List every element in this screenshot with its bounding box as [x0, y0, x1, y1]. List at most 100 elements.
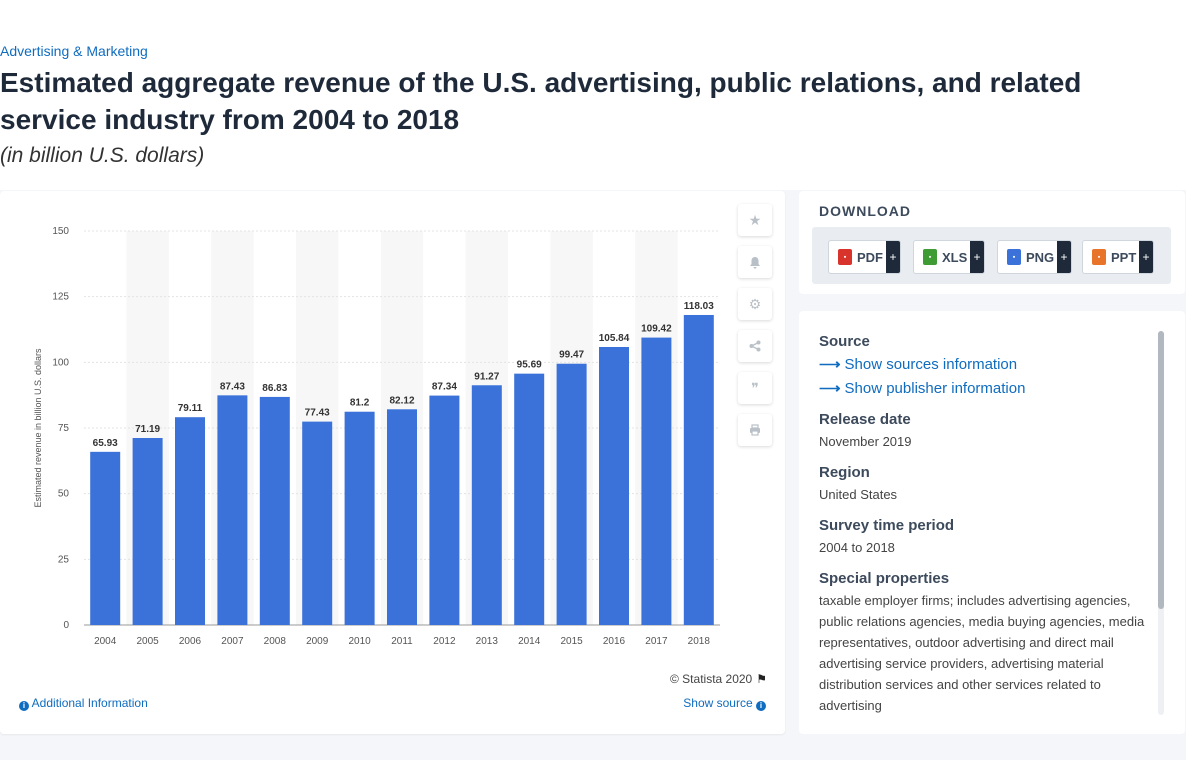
bar: [175, 417, 205, 625]
bell-icon[interactable]: [738, 246, 772, 278]
data-label: 77.43: [305, 408, 330, 419]
y-tick-label: 100: [52, 357, 69, 368]
data-label: 82.12: [389, 395, 414, 406]
bar: [132, 438, 163, 625]
show-source-link[interactable]: Show source i: [683, 696, 766, 711]
download-title: DOWNLOAD: [819, 203, 911, 219]
pdf-file-icon: ▪: [838, 249, 852, 265]
copyright-text: © Statista 2020: [670, 672, 753, 686]
x-tick-label: 2006: [179, 636, 202, 647]
x-tick-label: 2009: [306, 636, 329, 647]
bar-chart: 0 25 50 75 100 125 150 Estimated revenue in bil…: [33, 226, 720, 647]
x-tick-label: 2005: [136, 636, 159, 647]
bar: [683, 314, 714, 625]
bar: [514, 373, 545, 625]
details-content: Source ⟶ Show sources information ⟶ Show p…: [819, 333, 1149, 728]
download-panel: DOWNLOAD ▪ PDF + ▪ XLS + ▪ PNG + ▪ PPT +: [799, 191, 1185, 294]
plus-icon: +: [970, 241, 984, 273]
show-publisher-link[interactable]: ⟶ Show publisher information: [819, 377, 1149, 401]
show-source-label: Show source: [683, 696, 753, 710]
quote-icon[interactable]: ❞: [738, 372, 772, 404]
data-label: 86.83: [262, 383, 287, 394]
download-label: PPT: [1111, 249, 1137, 265]
y-tick-label: 25: [58, 554, 70, 565]
special-properties-value: taxable employer firms; includes adverti…: [819, 593, 1145, 713]
bar: [344, 411, 375, 625]
x-tick-label: 2018: [688, 636, 711, 647]
info-icon: i: [756, 701, 766, 711]
data-label: 118.03: [684, 301, 714, 312]
region-heading: Region: [819, 464, 870, 481]
download-row: ▪ PDF + ▪ XLS + ▪ PNG + ▪ PPT +: [812, 227, 1171, 284]
y-axis-label: Estimated revenue in billion U.S. dollar…: [33, 348, 43, 508]
show-sources-label: Show sources information: [844, 356, 1018, 373]
download-ppt-button[interactable]: ▪ PPT +: [1082, 240, 1154, 274]
show-publisher-label: Show publisher information: [844, 380, 1026, 397]
x-tick-label: 2017: [645, 636, 668, 647]
bar: [259, 396, 290, 625]
arrow-right-icon: ⟶: [819, 380, 841, 397]
download-label: XLS: [942, 249, 968, 265]
source-heading: Source: [819, 333, 870, 350]
plus-icon: +: [886, 241, 900, 273]
page-title: Estimated aggregate revenue of the U.S. …: [0, 67, 1082, 135]
gear-icon[interactable]: ⚙: [738, 288, 772, 320]
page-header: Advertising & Marketing Estimated aggreg…: [0, 0, 1186, 190]
y-tick-label: 0: [63, 620, 69, 631]
additional-info-link[interactable]: i Additional Information: [19, 696, 148, 711]
plus-icon: +: [1057, 241, 1071, 273]
x-tick-label: 2015: [560, 636, 583, 647]
data-label: 95.69: [517, 360, 542, 371]
data-label: 99.47: [559, 350, 584, 361]
x-tick-label: 2012: [433, 636, 456, 647]
bar: [429, 395, 460, 625]
show-sources-link[interactable]: ⟶ Show sources information: [819, 353, 1149, 377]
release-value: November 2019: [819, 434, 912, 449]
region-value: United States: [819, 487, 898, 502]
x-tick-label: 2008: [264, 636, 287, 647]
survey-period-heading: Survey time period: [819, 517, 955, 534]
release-heading: Release date: [819, 411, 911, 428]
share-icon[interactable]: [738, 330, 772, 362]
print-icon[interactable]: [738, 414, 772, 446]
xls-file-icon: ▪: [923, 249, 937, 265]
y-tick-label: 75: [58, 423, 70, 434]
download-label: PDF: [857, 249, 883, 265]
bar: [471, 385, 502, 625]
y-tick-label: 125: [52, 292, 69, 303]
data-label: 105.84: [599, 333, 630, 344]
x-tick-label: 2016: [603, 636, 626, 647]
x-tick-label: 2013: [476, 636, 499, 647]
arrow-right-icon: ⟶: [819, 356, 841, 373]
data-label: 87.43: [220, 381, 245, 392]
bar: [217, 395, 248, 625]
bar: [599, 346, 629, 625]
data-label: 91.27: [474, 371, 499, 382]
bar: [387, 409, 417, 625]
chart-toolbar: ★ ⚙ ❞: [738, 204, 772, 456]
scrollbar-thumb[interactable]: [1158, 331, 1164, 609]
download-pdf-button[interactable]: ▪ PDF +: [828, 240, 901, 274]
survey-period-value: 2004 to 2018: [819, 540, 895, 555]
star-icon[interactable]: ★: [738, 204, 772, 236]
y-tick-label: 50: [58, 489, 70, 500]
data-label: 109.42: [641, 324, 672, 335]
chart-card: 0 25 50 75 100 125 150 Estimated revenue in bil…: [0, 191, 785, 734]
special-properties-heading: Special properties: [819, 570, 950, 587]
x-tick-label: 2010: [348, 636, 371, 647]
bar: [302, 421, 333, 625]
details-scrollbar[interactable]: [1158, 331, 1164, 715]
bar: [90, 451, 121, 625]
y-tick-label: 150: [52, 226, 69, 237]
download-png-button[interactable]: ▪ PNG +: [997, 240, 1072, 274]
x-tick-label: 2014: [518, 636, 541, 647]
flag-icon[interactable]: ⚑: [756, 672, 767, 686]
download-xls-button[interactable]: ▪ XLS +: [913, 240, 985, 274]
breadcrumb[interactable]: Advertising & Marketing: [0, 43, 148, 59]
data-label: 71.19: [135, 424, 160, 435]
page-subtitle: (in billion U.S. dollars): [0, 144, 205, 167]
data-label: 79.11: [178, 403, 203, 414]
data-label: 81.2: [350, 398, 370, 409]
x-tick-label: 2004: [94, 636, 117, 647]
info-icon: i: [19, 701, 29, 711]
